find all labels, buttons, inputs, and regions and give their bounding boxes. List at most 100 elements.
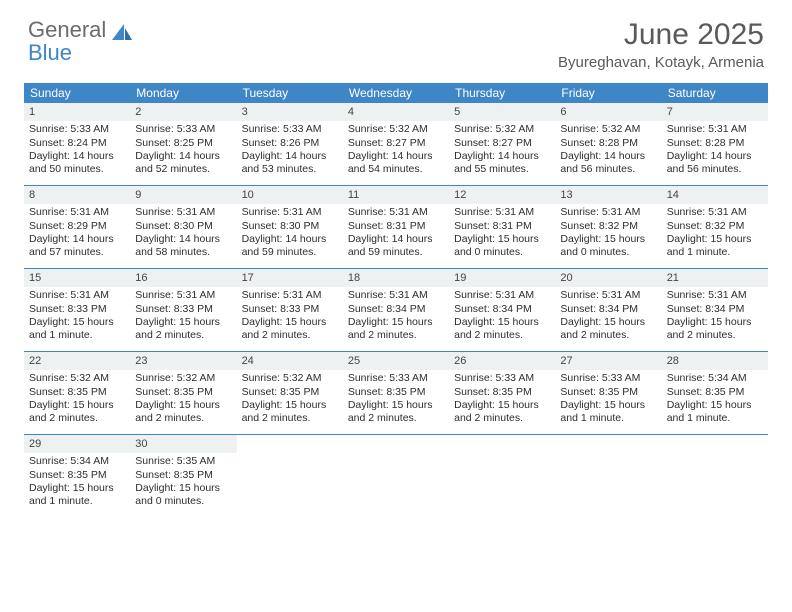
day-cell (343, 435, 449, 517)
day-number (662, 435, 768, 439)
sunrise-line: Sunrise: 5:33 AM (560, 372, 656, 385)
daylight-line: Daylight: 15 hours and 2 minutes. (242, 316, 338, 343)
weekday-header-row: SundayMondayTuesdayWednesdayThursdayFrid… (24, 83, 768, 103)
day-cell: 26Sunrise: 5:33 AMSunset: 8:35 PMDayligh… (449, 352, 555, 434)
sunset-line: Sunset: 8:28 PM (667, 137, 763, 150)
daylight-line: Daylight: 15 hours and 2 minutes. (560, 316, 656, 343)
day-number (343, 435, 449, 439)
day-number: 2 (130, 103, 236, 121)
sunset-line: Sunset: 8:34 PM (454, 303, 550, 316)
calendar-week: 29Sunrise: 5:34 AMSunset: 8:35 PMDayligh… (24, 434, 768, 517)
daylight-line: Daylight: 15 hours and 2 minutes. (242, 399, 338, 426)
day-number: 1 (24, 103, 130, 121)
day-body: Sunrise: 5:31 AMSunset: 8:34 PMDaylight:… (343, 287, 449, 348)
daylight-line: Daylight: 14 hours and 59 minutes. (348, 233, 444, 260)
sunrise-line: Sunrise: 5:32 AM (348, 123, 444, 136)
daylight-line: Daylight: 14 hours and 56 minutes. (560, 150, 656, 177)
sunrise-line: Sunrise: 5:33 AM (29, 123, 125, 136)
sunrise-line: Sunrise: 5:31 AM (29, 289, 125, 302)
day-number: 14 (662, 186, 768, 204)
day-cell: 29Sunrise: 5:34 AMSunset: 8:35 PMDayligh… (24, 435, 130, 517)
daylight-line: Daylight: 15 hours and 0 minutes. (560, 233, 656, 260)
day-body: Sunrise: 5:31 AMSunset: 8:33 PMDaylight:… (24, 287, 130, 348)
sunset-line: Sunset: 8:27 PM (454, 137, 550, 150)
day-body: Sunrise: 5:32 AMSunset: 8:35 PMDaylight:… (130, 370, 236, 431)
sunrise-line: Sunrise: 5:35 AM (135, 455, 231, 468)
day-number: 20 (555, 269, 661, 287)
weekday-header: Tuesday (237, 83, 343, 103)
day-body: Sunrise: 5:32 AMSunset: 8:35 PMDaylight:… (24, 370, 130, 431)
day-number: 3 (237, 103, 343, 121)
day-cell: 10Sunrise: 5:31 AMSunset: 8:30 PMDayligh… (237, 186, 343, 268)
daylight-line: Daylight: 14 hours and 56 minutes. (667, 150, 763, 177)
day-number (237, 435, 343, 439)
day-cell: 11Sunrise: 5:31 AMSunset: 8:31 PMDayligh… (343, 186, 449, 268)
sunrise-line: Sunrise: 5:31 AM (135, 206, 231, 219)
day-body: Sunrise: 5:31 AMSunset: 8:33 PMDaylight:… (130, 287, 236, 348)
calendar-week: 15Sunrise: 5:31 AMSunset: 8:33 PMDayligh… (24, 268, 768, 351)
logo-text: General Blue (28, 18, 106, 64)
day-cell: 12Sunrise: 5:31 AMSunset: 8:31 PMDayligh… (449, 186, 555, 268)
day-body: Sunrise: 5:35 AMSunset: 8:35 PMDaylight:… (130, 453, 236, 514)
daylight-line: Daylight: 15 hours and 2 minutes. (348, 399, 444, 426)
daylight-line: Daylight: 15 hours and 0 minutes. (454, 233, 550, 260)
day-number: 19 (449, 269, 555, 287)
sunrise-line: Sunrise: 5:33 AM (135, 123, 231, 136)
day-body: Sunrise: 5:33 AMSunset: 8:25 PMDaylight:… (130, 121, 236, 182)
day-body: Sunrise: 5:32 AMSunset: 8:28 PMDaylight:… (555, 121, 661, 182)
day-cell: 18Sunrise: 5:31 AMSunset: 8:34 PMDayligh… (343, 269, 449, 351)
sunset-line: Sunset: 8:35 PM (135, 469, 231, 482)
day-cell: 4Sunrise: 5:32 AMSunset: 8:27 PMDaylight… (343, 103, 449, 185)
daylight-line: Daylight: 14 hours and 57 minutes. (29, 233, 125, 260)
day-cell: 24Sunrise: 5:32 AMSunset: 8:35 PMDayligh… (237, 352, 343, 434)
daylight-line: Daylight: 15 hours and 1 minute. (667, 399, 763, 426)
day-body: Sunrise: 5:31 AMSunset: 8:28 PMDaylight:… (662, 121, 768, 182)
day-body: Sunrise: 5:32 AMSunset: 8:27 PMDaylight:… (449, 121, 555, 182)
weekday-header: Monday (130, 83, 236, 103)
day-cell: 8Sunrise: 5:31 AMSunset: 8:29 PMDaylight… (24, 186, 130, 268)
sunset-line: Sunset: 8:33 PM (242, 303, 338, 316)
day-body: Sunrise: 5:34 AMSunset: 8:35 PMDaylight:… (24, 453, 130, 514)
location-text: Byureghavan, Kotayk, Armenia (558, 54, 764, 71)
daylight-line: Daylight: 15 hours and 2 minutes. (348, 316, 444, 343)
day-number (449, 435, 555, 439)
daylight-line: Daylight: 15 hours and 2 minutes. (667, 316, 763, 343)
sunrise-line: Sunrise: 5:34 AM (667, 372, 763, 385)
day-body: Sunrise: 5:31 AMSunset: 8:34 PMDaylight:… (555, 287, 661, 348)
day-number: 26 (449, 352, 555, 370)
weekday-header: Sunday (24, 83, 130, 103)
day-number: 27 (555, 352, 661, 370)
day-cell: 7Sunrise: 5:31 AMSunset: 8:28 PMDaylight… (662, 103, 768, 185)
day-cell: 28Sunrise: 5:34 AMSunset: 8:35 PMDayligh… (662, 352, 768, 434)
calendar-week: 22Sunrise: 5:32 AMSunset: 8:35 PMDayligh… (24, 351, 768, 434)
day-number: 16 (130, 269, 236, 287)
sunrise-line: Sunrise: 5:31 AM (348, 206, 444, 219)
day-cell: 21Sunrise: 5:31 AMSunset: 8:34 PMDayligh… (662, 269, 768, 351)
sunrise-line: Sunrise: 5:31 AM (454, 206, 550, 219)
day-cell (662, 435, 768, 517)
day-number (555, 435, 661, 439)
sunset-line: Sunset: 8:34 PM (667, 303, 763, 316)
logo-word1: General (28, 17, 106, 42)
daylight-line: Daylight: 15 hours and 1 minute. (560, 399, 656, 426)
page-header: General Blue June 2025 Byureghavan, Kota… (0, 0, 792, 75)
day-number: 4 (343, 103, 449, 121)
day-number: 28 (662, 352, 768, 370)
sunrise-line: Sunrise: 5:31 AM (348, 289, 444, 302)
logo: General Blue (28, 18, 134, 64)
sunset-line: Sunset: 8:34 PM (348, 303, 444, 316)
day-cell: 9Sunrise: 5:31 AMSunset: 8:30 PMDaylight… (130, 186, 236, 268)
sunset-line: Sunset: 8:31 PM (454, 220, 550, 233)
day-body: Sunrise: 5:33 AMSunset: 8:35 PMDaylight:… (555, 370, 661, 431)
daylight-line: Daylight: 15 hours and 0 minutes. (135, 482, 231, 509)
sunrise-line: Sunrise: 5:31 AM (135, 289, 231, 302)
day-body: Sunrise: 5:31 AMSunset: 8:30 PMDaylight:… (130, 204, 236, 265)
sunrise-line: Sunrise: 5:31 AM (667, 206, 763, 219)
sunset-line: Sunset: 8:32 PM (560, 220, 656, 233)
sunset-line: Sunset: 8:25 PM (135, 137, 231, 150)
sunrise-line: Sunrise: 5:31 AM (560, 206, 656, 219)
day-body: Sunrise: 5:33 AMSunset: 8:35 PMDaylight:… (449, 370, 555, 431)
sunset-line: Sunset: 8:35 PM (560, 386, 656, 399)
day-number: 15 (24, 269, 130, 287)
day-cell: 2Sunrise: 5:33 AMSunset: 8:25 PMDaylight… (130, 103, 236, 185)
